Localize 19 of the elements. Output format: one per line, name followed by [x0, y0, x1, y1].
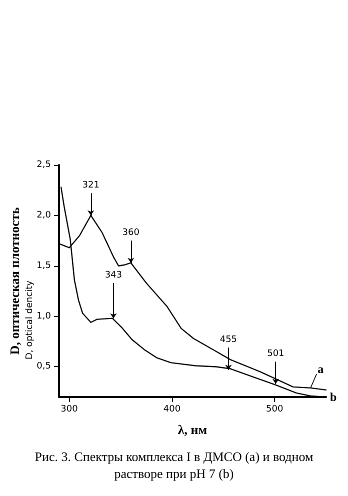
- y-tick-label: 0,5: [36, 362, 51, 372]
- x-axis-title: λ, нм: [178, 422, 208, 437]
- x-tick-label: 300: [60, 404, 78, 414]
- annotation: 321: [82, 180, 100, 191]
- y-tick-label: 1,0: [36, 311, 52, 322]
- y-axis-title: D, оптическая плотность: [7, 207, 22, 355]
- annotation: 455: [220, 335, 238, 346]
- annotation: 360: [122, 228, 140, 238]
- series-label: a: [318, 362, 324, 376]
- y-tick-label: 2,5: [36, 160, 51, 170]
- text: Рис. 3. Спектры комплекса I в ДМСО (a) и водном растворе при pH 7 (b): [34, 448, 314, 482]
- annotation: 343: [104, 270, 122, 281]
- text: D, optical dencity: [25, 280, 35, 360]
- x-tick-label: 400: [163, 404, 181, 414]
- y-tick-label: 2,0: [36, 210, 52, 220]
- annotation: 501: [267, 349, 284, 360]
- y-tick-label: 1,5: [36, 260, 51, 271]
- x-tick-label: 500: [266, 404, 284, 414]
- series-label: b: [330, 390, 337, 404]
